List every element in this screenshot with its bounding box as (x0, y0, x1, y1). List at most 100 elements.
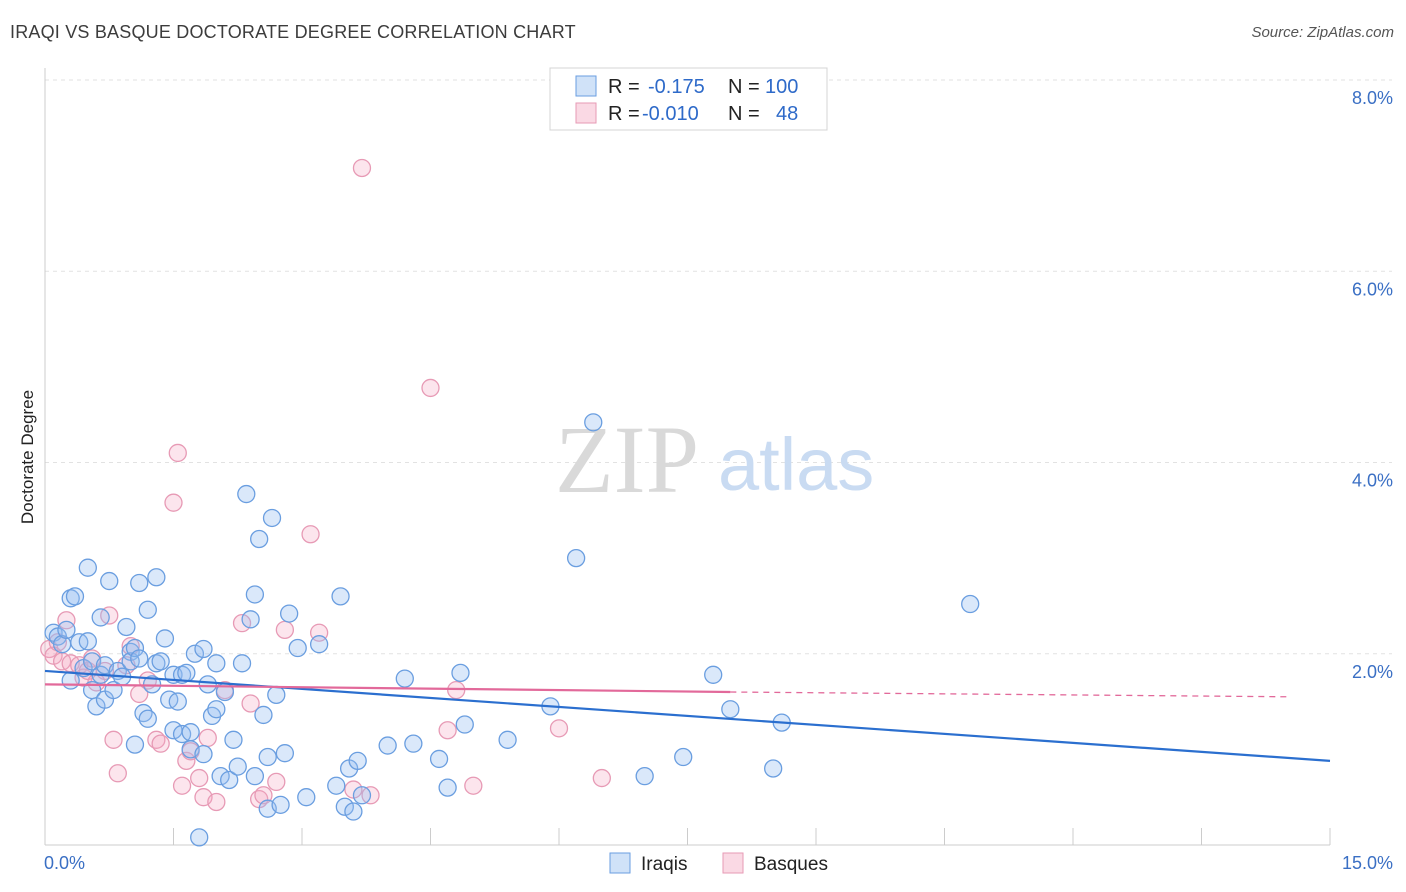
legend-swatch-basques (575, 102, 597, 124)
iraqis-point (288, 638, 307, 658)
iraqis-point (378, 736, 397, 755)
iraqis-point (181, 723, 200, 742)
iraqis-point (130, 649, 149, 668)
y-axis-label: Doctorate Degree (18, 390, 37, 524)
iraqis-point (241, 610, 260, 629)
legend-r-value-2: -0.010 (642, 103, 699, 125)
iraqis-point (224, 730, 243, 749)
iraqis-point (117, 617, 136, 637)
legend-n-label-2: N = (728, 103, 760, 125)
iraqis-point (250, 529, 269, 549)
legend-swatch-iraqis (575, 75, 597, 97)
basques-point (151, 734, 170, 753)
basques-point (421, 378, 440, 398)
iraqis-point (232, 654, 252, 673)
basques-point (177, 751, 196, 770)
iraqis-point (254, 705, 273, 725)
bottom-legend-swatch-basques (722, 852, 744, 874)
iraqis-point (185, 644, 205, 663)
y-tick-label: 8.0% (1352, 88, 1393, 108)
iraqis-point (429, 749, 449, 769)
iraqis-point (961, 594, 980, 614)
iraqis-point (352, 786, 372, 805)
x-tick-label-max: 15.0% (1342, 853, 1393, 873)
basques-series (40, 158, 611, 812)
axes (44, 68, 1331, 846)
iraqis-point (194, 745, 213, 764)
iraqis-point (65, 587, 85, 606)
iraqis-point (61, 671, 80, 690)
iraqis-point (125, 735, 145, 754)
iraqis-point (220, 770, 239, 790)
iraqis-point (138, 709, 157, 728)
iraqis-point (155, 629, 175, 648)
iraqis-point (331, 587, 350, 606)
basques-point (172, 776, 192, 795)
iraqis-point (566, 548, 586, 568)
basques-point (207, 792, 226, 812)
basques-point (352, 158, 372, 178)
legend-r-label-1: R = (608, 76, 640, 98)
bottom-legend-label-iraqis: Iraqis (641, 854, 687, 875)
iraqis-point (228, 757, 247, 776)
regression-lines (44, 669, 1331, 762)
iraqis-point (262, 508, 282, 528)
iraqis-point (451, 663, 470, 683)
iraqis-point (100, 571, 119, 591)
watermark: ZIP atlas (555, 406, 874, 513)
iraqis-point (57, 620, 76, 639)
source-label: Source: ZipAtlas.com (1251, 24, 1394, 41)
iraqis-point (704, 665, 723, 684)
iraqis-point (498, 730, 517, 749)
iraqis-point (237, 484, 256, 504)
iraqis-point (635, 767, 654, 786)
basques-point (241, 694, 260, 713)
legend-n-label-1: N = (728, 76, 760, 98)
basques-point (198, 728, 217, 748)
iraqis-point (91, 608, 110, 627)
basques-point (464, 776, 483, 795)
iraqis-point (297, 788, 316, 807)
y-tick-label: 2.0% (1352, 662, 1393, 682)
correlation-legend: R = -0.175 N = 100 R = -0.010 N = 48 (549, 67, 828, 131)
iraqis-point (207, 654, 226, 673)
iraqis-point (168, 692, 187, 711)
iraqis-point (335, 797, 354, 816)
iraqis-point (207, 700, 226, 719)
gridlines (45, 79, 1392, 655)
iraqis-point (142, 675, 162, 694)
iraqis-point (78, 632, 97, 651)
basques-point (549, 719, 569, 738)
iraqis-point (138, 600, 157, 619)
iraqis-point (275, 744, 295, 763)
iraqis-point (344, 802, 363, 821)
watermark-zip: ZIP (555, 406, 699, 513)
basques-point (232, 614, 252, 633)
basques-point (108, 764, 127, 783)
basques-point (57, 611, 76, 630)
iraqis-point (584, 413, 603, 432)
bottom-legend-label-basques: Basques (754, 854, 828, 875)
iraqis-point (211, 767, 230, 786)
basques-point (438, 721, 457, 740)
basques-point (164, 493, 183, 512)
iraqis-point (764, 759, 783, 778)
basques-point (592, 768, 611, 788)
basques-point (267, 772, 286, 792)
basques-point (301, 525, 320, 544)
basques-point (104, 730, 123, 749)
iraqis-point (348, 751, 367, 770)
legend-n-value-2: 48 (776, 103, 798, 125)
iraqis-point (271, 795, 290, 814)
iraqis-point (177, 663, 196, 683)
basques-point (275, 620, 295, 639)
x-tick-label-min: 0.0% (44, 853, 85, 873)
iraqis-point (455, 715, 474, 734)
iraqis-point (151, 652, 170, 671)
legend-r-label-2: R = (608, 103, 640, 125)
iraqis-point (404, 734, 423, 753)
iraqis-point (78, 558, 97, 577)
iraqis-point (674, 747, 693, 767)
iraqis-point (190, 828, 209, 847)
